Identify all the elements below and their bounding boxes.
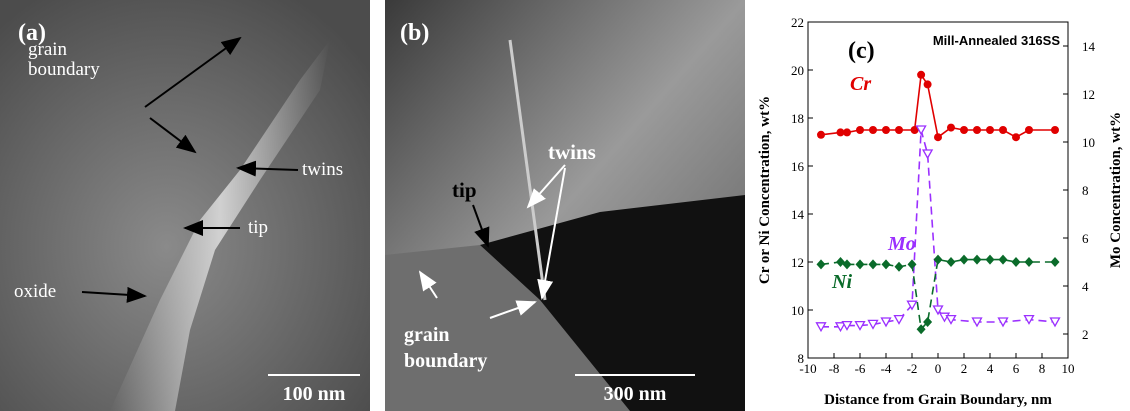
- x-tick-label: 4: [987, 361, 994, 376]
- marker: [999, 255, 1008, 265]
- y-tick-label: 22: [791, 15, 804, 30]
- marker: [856, 259, 865, 269]
- marker: [960, 255, 969, 265]
- marker: [917, 71, 925, 79]
- x-tick-label: -2: [907, 361, 918, 376]
- x-axis-label: Distance from Grain Boundary, nm: [824, 392, 1052, 408]
- marker: [986, 126, 994, 134]
- y2-tick-label: 6: [1082, 231, 1089, 246]
- marker: [1025, 126, 1033, 134]
- marker: [1025, 257, 1034, 267]
- x-tick-label: -8: [829, 361, 840, 376]
- annotation: tip: [248, 218, 268, 238]
- legend-label: Mo: [887, 233, 916, 255]
- scale-label: 300 nm: [570, 383, 700, 406]
- marker: [869, 259, 878, 269]
- marker: [999, 126, 1007, 134]
- marker: [817, 131, 825, 139]
- y2-tick-label: 4: [1082, 279, 1089, 294]
- y-tick-label: 8: [798, 351, 805, 366]
- marker: [947, 124, 955, 132]
- marker: [1012, 133, 1020, 141]
- y2-tick-label: 8: [1082, 183, 1089, 198]
- marker: [1051, 126, 1059, 134]
- y2-tick-label: 2: [1082, 327, 1089, 342]
- y-axis-label: Cr or Ni Concentration, wt%: [757, 96, 773, 284]
- figure-graphics: -10-8-6-4-202468108101214161820222468101…: [0, 0, 1130, 411]
- legend-label: Cr: [850, 73, 871, 95]
- panel-label: (b): [400, 20, 429, 47]
- marker: [923, 150, 932, 158]
- marker: [947, 257, 956, 267]
- series-line: [821, 260, 1055, 330]
- y2-tick-label: 12: [1082, 87, 1095, 102]
- marker: [895, 316, 904, 324]
- marker: [882, 126, 890, 134]
- y-tick-label: 20: [791, 63, 804, 78]
- x-tick-label: -6: [855, 361, 866, 376]
- series-line: [821, 130, 1055, 327]
- marker: [934, 133, 942, 141]
- marker: [1051, 257, 1060, 267]
- marker: [895, 262, 904, 272]
- marker: [843, 128, 851, 136]
- annotation: tip: [452, 180, 477, 200]
- annotation: grain boundary: [404, 322, 504, 374]
- marker: [1012, 257, 1021, 267]
- marker: [895, 126, 903, 134]
- annotation: twins: [302, 160, 343, 180]
- marker: [908, 259, 917, 269]
- x-tick-label: 2: [961, 361, 968, 376]
- x-tick-label: -4: [881, 361, 892, 376]
- y2-tick-label: 10: [1082, 135, 1095, 150]
- marker: [986, 255, 995, 265]
- annotation: grain boundary: [28, 40, 118, 80]
- marker: [882, 259, 891, 269]
- x-tick-label: 10: [1062, 361, 1075, 376]
- marker: [960, 126, 968, 134]
- figure: -10-8-6-4-202468108101214161820222468101…: [0, 0, 1130, 411]
- legend-label: Ni: [831, 271, 852, 293]
- y2-tick-label: 14: [1082, 39, 1096, 54]
- x-tick-label: 0: [935, 361, 942, 376]
- annotation: oxide: [14, 282, 56, 302]
- y-tick-label: 16: [791, 159, 805, 174]
- marker: [869, 126, 877, 134]
- y-tick-label: 12: [791, 255, 804, 270]
- panel-label: (c): [848, 38, 875, 64]
- scale-label: 100 nm: [262, 383, 366, 406]
- marker: [973, 255, 982, 265]
- x-tick-label: 8: [1039, 361, 1046, 376]
- annotation: twins: [548, 142, 596, 162]
- marker: [973, 126, 981, 134]
- marker: [924, 80, 932, 88]
- y-tick-label: 10: [791, 303, 804, 318]
- chart-title: Mill-Annealed 316SS: [933, 33, 1060, 48]
- y-tick-label: 18: [791, 111, 804, 126]
- x-tick-label: 6: [1013, 361, 1020, 376]
- y2-axis-label: Mo Concentration, wt%: [1108, 112, 1124, 268]
- marker: [856, 126, 864, 134]
- y-tick-label: 14: [791, 207, 805, 222]
- marker: [817, 259, 826, 269]
